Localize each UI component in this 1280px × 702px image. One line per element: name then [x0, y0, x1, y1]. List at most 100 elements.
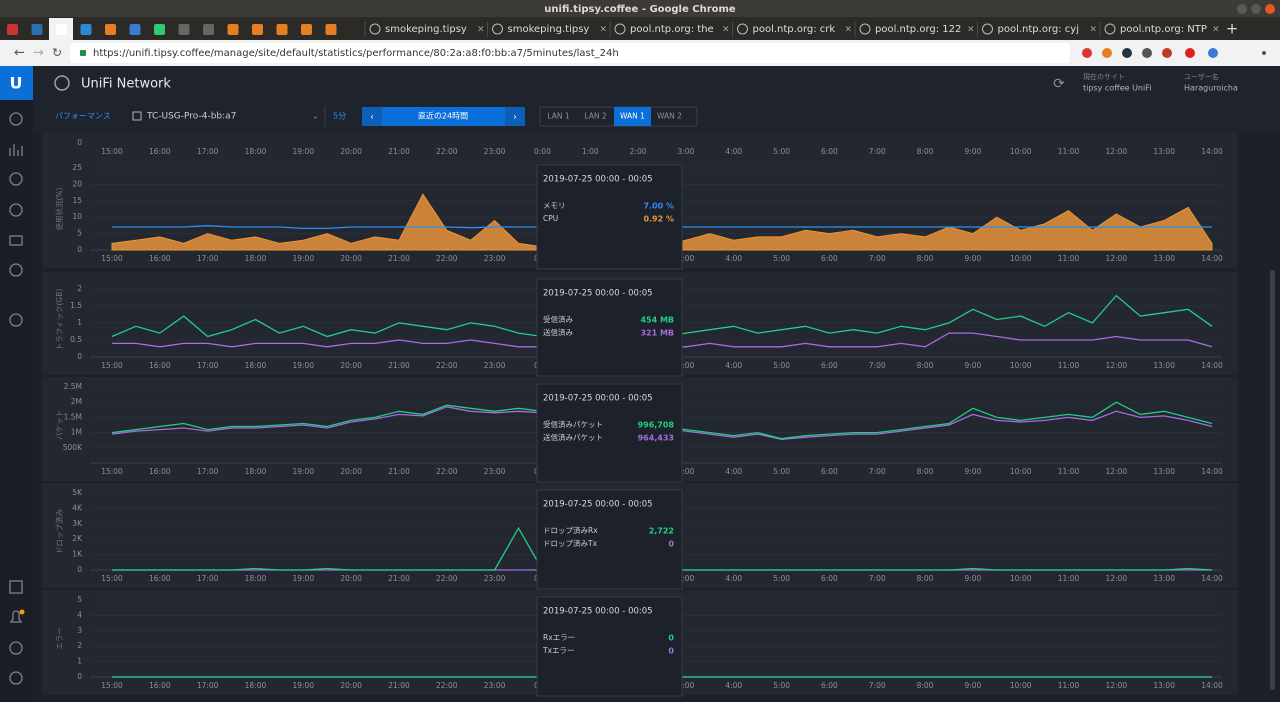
tab-close[interactable]: ×	[1212, 25, 1220, 35]
maximize[interactable]	[1251, 4, 1261, 14]
y-tick-label: 5K	[72, 488, 83, 497]
x-tick-label: 20:00	[340, 361, 362, 370]
x-tick-label: 21:00	[388, 361, 410, 370]
tooltip-label: 受信済みパケット	[543, 419, 603, 429]
range-next[interactable]	[505, 107, 525, 126]
port-button[interactable]: LAN 1	[547, 112, 569, 121]
tooltip-value: 0	[668, 634, 674, 643]
x-tick-label: 13:00	[1153, 467, 1175, 476]
port-button[interactable]: WAN 1	[620, 112, 645, 121]
x-tick-label: 8:00	[917, 681, 934, 690]
close[interactable]	[1265, 4, 1275, 14]
tab-title[interactable]: pool.ntp.org: the	[630, 24, 714, 35]
tab-close[interactable]: ×	[722, 25, 730, 35]
y-tick-label: 5	[77, 229, 82, 238]
tab-favicon[interactable]	[301, 24, 312, 35]
tab-title[interactable]: pool.ntp.org: cyj	[998, 24, 1079, 35]
tab-close[interactable]: ×	[600, 25, 608, 35]
tab-favicon[interactable]	[154, 24, 165, 35]
x-tick-label: 16:00	[149, 361, 171, 370]
back[interactable]: ←	[14, 46, 25, 61]
port-button[interactable]: LAN 2	[584, 112, 606, 121]
x-tick-label: 5:00	[773, 147, 790, 156]
tab-favicon[interactable]	[31, 24, 43, 35]
device-select[interactable]: TC-USG-Pro-4-bb:a7	[146, 112, 236, 122]
tab-close[interactable]: ×	[845, 25, 853, 35]
x-tick-label: 12:00	[1106, 574, 1128, 583]
tooltip-value: 0	[668, 647, 674, 656]
section-select[interactable]: パフォーマンス	[55, 112, 111, 121]
x-tick-label: 13:00	[1153, 574, 1175, 583]
refresh-icon[interactable]: ⟳	[1053, 76, 1065, 92]
tab-title[interactable]: smokeping.tipsy	[385, 24, 467, 35]
tab-favicon[interactable]	[129, 24, 141, 35]
forward[interactable]: →	[33, 46, 44, 61]
x-tick-label: 18:00	[245, 681, 267, 690]
tab-favicon[interactable]	[80, 24, 92, 35]
tab-title[interactable]: pool.ntp.org: NTP	[1120, 24, 1207, 35]
x-tick-label: 15:00	[101, 681, 123, 690]
tab-close[interactable]: ×	[967, 25, 975, 35]
tab-favicon[interactable]	[252, 24, 263, 35]
site-name[interactable]: tipsy coffee UniFi	[1083, 84, 1151, 93]
tab-close[interactable]: ×	[477, 25, 485, 35]
tab-favicon[interactable]	[7, 24, 18, 35]
x-tick-label: 19:00	[292, 681, 314, 690]
tab-favicon[interactable]	[203, 24, 214, 35]
y-tick-label: 2	[77, 641, 82, 650]
tab-favicon[interactable]	[56, 24, 67, 35]
brand: UniFi Network	[81, 77, 171, 92]
x-tick-label: 9:00	[964, 467, 981, 476]
x-tick-label: 22:00	[436, 147, 458, 156]
range-prev[interactable]	[362, 107, 382, 126]
tab-favicon[interactable]	[227, 24, 239, 35]
y-tick-label: 0	[77, 245, 82, 254]
tab-title[interactable]: pool.ntp.org: crk	[753, 24, 836, 35]
reload[interactable]: ↻	[52, 46, 62, 60]
y-tick-label: 2K	[72, 534, 83, 543]
tab-favicon	[614, 23, 626, 35]
y-tick-label: 25	[72, 163, 82, 172]
x-tick-label: 21:00	[388, 574, 410, 583]
y-tick-label: 3K	[72, 519, 83, 528]
lock-icon	[80, 50, 86, 56]
x-tick-label: 5:00	[773, 574, 790, 583]
x-tick-label: 9:00	[964, 147, 981, 156]
tab-favicon[interactable]	[105, 24, 116, 35]
port-button[interactable]: WAN 2	[657, 112, 682, 121]
next-arrow: ›	[513, 113, 517, 123]
x-tick-label: 21:00	[388, 147, 410, 156]
tab-title[interactable]: smokeping.tipsy	[508, 24, 590, 35]
app-icon	[54, 75, 70, 91]
minimize[interactable]	[1237, 4, 1247, 14]
tab-favicon[interactable]	[325, 24, 337, 35]
new-tab[interactable]: +	[1226, 20, 1239, 38]
tooltip-value: 7.00 %	[643, 202, 674, 211]
x-tick-label: 11:00	[1058, 574, 1080, 583]
range-label: 直近の24時間	[418, 111, 468, 121]
tab-favicon[interactable]	[178, 24, 190, 35]
x-tick-label: 11:00	[1058, 254, 1080, 263]
x-tick-label: 19:00	[292, 147, 314, 156]
user-name[interactable]: Haraguroicha	[1184, 84, 1238, 93]
x-tick-label: 4:00	[725, 467, 742, 476]
x-tick-label: 20:00	[340, 147, 362, 156]
x-tick-label: 17:00	[197, 467, 219, 476]
interval-select[interactable]: 5分	[333, 112, 346, 121]
y-tick-label: 20	[72, 179, 82, 188]
tooltip	[536, 489, 683, 590]
tooltip	[536, 596, 683, 697]
x-tick-label: 16:00	[149, 467, 171, 476]
omnibox[interactable]	[70, 43, 1070, 63]
x-tick-label: 20:00	[340, 467, 362, 476]
x-tick-label: 4:00	[725, 681, 742, 690]
y-tick-label: 2	[77, 284, 82, 293]
range-control[interactable]	[362, 107, 525, 126]
tab-title[interactable]: pool.ntp.org: 122	[875, 24, 961, 35]
x-tick-label: 13:00	[1153, 681, 1175, 690]
tab-favicon[interactable]	[276, 24, 288, 35]
tab-close[interactable]: ×	[1090, 25, 1098, 35]
x-tick-label: 20:00	[340, 574, 362, 583]
unifi-logo[interactable]	[0, 66, 33, 100]
tooltip-value: 964,433	[638, 434, 674, 443]
